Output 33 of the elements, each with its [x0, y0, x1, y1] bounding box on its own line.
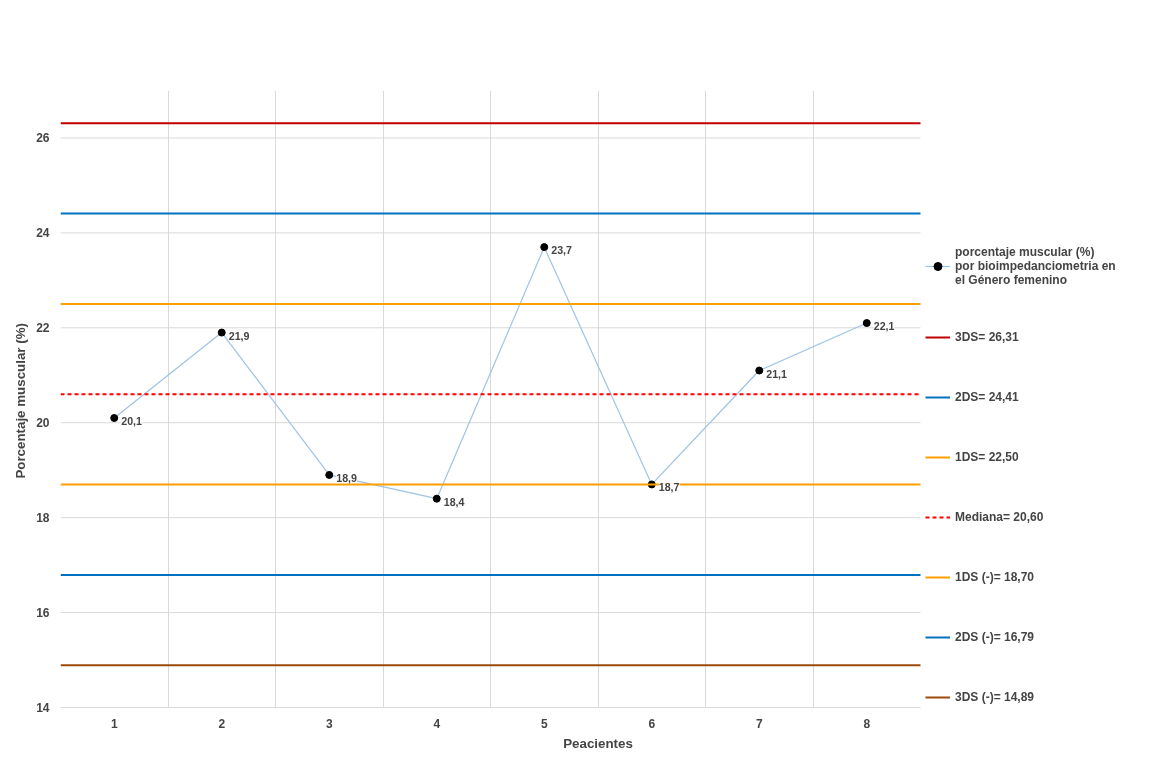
x-tick-label: 3 [325, 716, 333, 731]
y-tick-label: 22 [36, 321, 50, 336]
legend-label: porcentaje muscular (%) por bioimpedanciometria en el Género femenino [955, 245, 1116, 287]
y-tick-label: 26 [36, 131, 50, 146]
legend-label: Mediana= 20,60 [955, 510, 1044, 524]
data-label: 22,1 [873, 320, 895, 333]
x-axis-title: Peacientes [563, 735, 633, 751]
x-tick-label: 1 [110, 716, 118, 731]
data-label: 20,1 [121, 414, 143, 427]
legend-label: 2DS= 24,41 [955, 390, 1019, 404]
data-label: 23,7 [551, 244, 573, 257]
legend-label: 3DS= 26,31 [955, 330, 1019, 344]
legend-label: 2DS (-)= 16,79 [955, 630, 1035, 644]
y-tick-label: 16 [36, 606, 50, 621]
data-label: 18,9 [336, 471, 358, 484]
data-label: 18,4 [443, 495, 465, 508]
x-tick-label: 2 [218, 716, 226, 731]
legend-label: 1DS= 22,50 [955, 450, 1019, 464]
data-label: 18,7 [658, 481, 680, 494]
y-axis-title: Porcentaje muscular (%) [13, 323, 29, 479]
x-tick-label: 6 [648, 716, 656, 731]
y-tick-label: 24 [36, 226, 50, 241]
data-label: 21,9 [228, 329, 250, 342]
y-tick-label: 20 [36, 416, 50, 431]
x-tick-label: 7 [755, 716, 763, 731]
x-tick-label: 5 [540, 716, 548, 731]
data-label: 21,1 [766, 367, 788, 380]
x-tick-label: 8 [863, 716, 871, 731]
y-tick-label: 18 [36, 511, 50, 526]
legend-label: 1DS (-)= 18,70 [955, 570, 1035, 584]
x-tick-label: 4 [433, 716, 441, 731]
legend-label: 3DS (-)= 14,89 [955, 690, 1035, 704]
y-tick-label: 14 [36, 701, 50, 715]
